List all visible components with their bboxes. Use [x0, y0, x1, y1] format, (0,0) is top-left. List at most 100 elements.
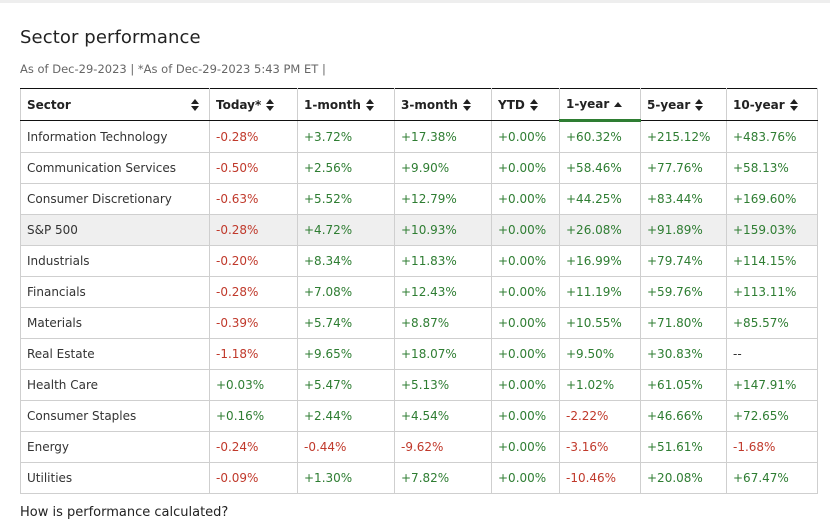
ten-year-cell: +85.57%	[726, 307, 818, 339]
table-row: S&P 500 -0.28% +4.72% +10.93% +0.00% +26.08% +…	[20, 214, 818, 246]
today-cell: -0.20%	[209, 245, 298, 277]
today-cell: -0.28%	[209, 214, 298, 246]
table-row: Energy -0.24% -0.44% -9.62% +0.00% -3.16% +51.…	[20, 431, 818, 463]
column-label: 1-year	[566, 97, 610, 111]
one-month-cell: +4.72%	[297, 214, 395, 246]
table-row: Health Care +0.03% +5.47% +5.13% +0.00% +1.02…	[20, 369, 818, 401]
ytd-cell: +0.00%	[491, 400, 560, 432]
five-year-cell: +46.66%	[640, 400, 727, 432]
one-year-cell: -3.16%	[559, 431, 641, 463]
one-year-cell: +44.25%	[559, 183, 641, 215]
column-label: Sector	[27, 97, 71, 112]
three-month-cell: +8.87%	[394, 307, 492, 339]
today-cell: -0.09%	[209, 462, 298, 494]
five-year-cell: +61.05%	[640, 369, 727, 401]
today-cell: -0.28%	[209, 276, 298, 308]
sort-ascending-icon	[614, 101, 623, 107]
ytd-cell: +0.00%	[491, 338, 560, 370]
one-month-cell: +5.74%	[297, 307, 395, 339]
three-month-cell: +12.43%	[394, 276, 492, 308]
sort-icon	[462, 98, 471, 111]
three-month-cell: +5.13%	[394, 369, 492, 401]
ten-year-cell: +483.76%	[726, 120, 818, 153]
one-month-cell: +8.34%	[297, 245, 395, 277]
one-year-cell: +11.19%	[559, 276, 641, 308]
table-row: Information Technology -0.28% +3.72% +17.38…	[20, 120, 818, 153]
one-year-cell: -10.46%	[559, 462, 641, 494]
as-of-timestamp: As of Dec-29-2023 | *As of Dec-29-2023 5…	[20, 62, 326, 76]
five-year-cell: +91.89%	[640, 214, 727, 246]
one-month-cell: +3.72%	[297, 120, 395, 153]
ytd-cell: +0.00%	[491, 276, 560, 308]
today-cell: -1.18%	[209, 338, 298, 370]
one-month-cell: +5.52%	[297, 183, 395, 215]
today-cell: -0.28%	[209, 120, 298, 153]
one-month-cell: +7.08%	[297, 276, 395, 308]
ytd-cell: +0.00%	[491, 462, 560, 494]
sector-name-cell: Industrials	[20, 245, 210, 277]
column-label: Today*	[216, 97, 262, 112]
sector-name-cell: Materials	[20, 307, 210, 339]
five-year-cell: +79.74%	[640, 245, 727, 277]
column-header-today[interactable]: Today*	[209, 88, 298, 121]
table-row: Financials -0.28% +7.08% +12.43% +0.00% +11.1…	[20, 276, 818, 308]
one-year-cell: +9.50%	[559, 338, 641, 370]
sector-name-cell: Communication Services	[20, 152, 210, 184]
today-cell: -0.50%	[209, 152, 298, 184]
ten-year-cell: +147.91%	[726, 369, 818, 401]
one-year-cell: +60.32%	[559, 120, 641, 153]
table-row: Communication Services -0.50% +2.56% +9.90%…	[20, 152, 818, 184]
ytd-cell: +0.00%	[491, 120, 560, 153]
one-month-cell: +1.30%	[297, 462, 395, 494]
column-label: 10-year	[733, 97, 785, 112]
one-year-cell: +10.55%	[559, 307, 641, 339]
column-label: 5-year	[647, 97, 691, 112]
table-row: Consumer Staples +0.16% +2.44% +4.54% +0.00%…	[20, 400, 818, 432]
column-header-sector[interactable]: Sector	[20, 88, 210, 121]
ten-year-cell: +169.60%	[726, 183, 818, 215]
three-month-cell: +7.82%	[394, 462, 492, 494]
column-header-3-month[interactable]: 3-month	[394, 88, 492, 121]
today-cell: +0.03%	[209, 369, 298, 401]
ten-year-cell: +113.11%	[726, 276, 818, 308]
five-year-cell: +83.44%	[640, 183, 727, 215]
column-label: YTD	[498, 97, 525, 112]
five-year-cell: +51.61%	[640, 431, 727, 463]
three-month-cell: +11.83%	[394, 245, 492, 277]
three-month-cell: +17.38%	[394, 120, 492, 153]
sort-icon	[266, 98, 275, 111]
sector-performance-table: Sector Today* 1-month 3-month YTD	[20, 88, 818, 494]
sector-name-cell: Information Technology	[20, 120, 210, 153]
one-year-cell: +58.46%	[559, 152, 641, 184]
column-header-5-year[interactable]: 5-year	[640, 88, 727, 121]
ytd-cell: +0.00%	[491, 183, 560, 215]
ten-year-cell: --	[726, 338, 818, 370]
ytd-cell: +0.00%	[491, 214, 560, 246]
sort-icon	[695, 98, 704, 111]
three-month-cell: +12.79%	[394, 183, 492, 215]
three-month-cell: +4.54%	[394, 400, 492, 432]
column-header-1-month[interactable]: 1-month	[297, 88, 395, 121]
column-header-ytd[interactable]: YTD	[491, 88, 560, 121]
ten-year-cell: +67.47%	[726, 462, 818, 494]
table-row: Utilities -0.09% +1.30% +7.82% +0.00% -10.46%…	[20, 462, 818, 494]
table-row: Real Estate -1.18% +9.65% +18.07% +0.00% +9.5…	[20, 338, 818, 370]
sort-icon	[789, 98, 798, 111]
one-year-cell: +26.08%	[559, 214, 641, 246]
column-header-10-year[interactable]: 10-year	[726, 88, 818, 121]
table-row: Consumer Discretionary -0.63% +5.52% +12.79…	[20, 183, 818, 215]
three-month-cell: -9.62%	[394, 431, 492, 463]
five-year-cell: +71.80%	[640, 307, 727, 339]
one-year-cell: -2.22%	[559, 400, 641, 432]
five-year-cell: +59.76%	[640, 276, 727, 308]
performance-help-link[interactable]: How is performance calculated?	[20, 505, 229, 520]
one-year-cell: +16.99%	[559, 245, 641, 277]
sector-name-cell: Consumer Staples	[20, 400, 210, 432]
sector-name-cell: Real Estate	[20, 338, 210, 370]
ten-year-cell: +114.15%	[726, 245, 818, 277]
column-header-1-year[interactable]: 1-year	[559, 88, 641, 122]
three-month-cell: +9.90%	[394, 152, 492, 184]
ytd-cell: +0.00%	[491, 245, 560, 277]
top-divider	[0, 0, 830, 3]
page-title: Sector performance	[20, 27, 201, 48]
